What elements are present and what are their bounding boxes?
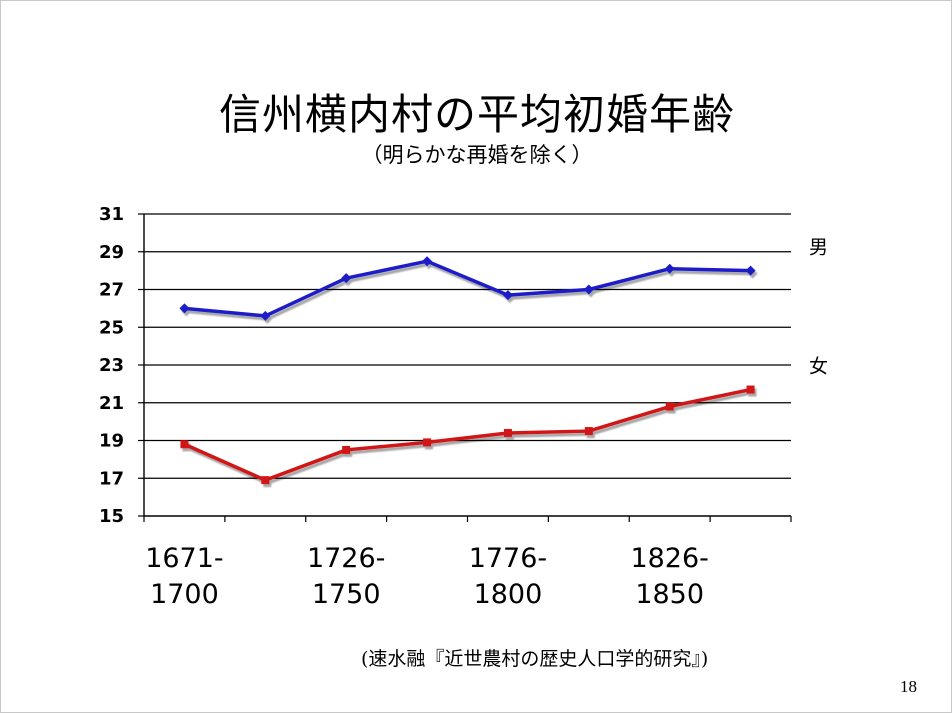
series-group: [179, 256, 756, 485]
x-tick-label: 1826-: [630, 543, 708, 574]
x-tick-label: 1800: [474, 579, 543, 610]
y-tick-label: 19: [99, 431, 124, 452]
data-point-marker: [260, 310, 271, 321]
data-point-marker: [746, 385, 755, 394]
x-tick-label: 1750: [312, 579, 381, 610]
data-point-marker: [745, 265, 756, 276]
y-tick-label: 17: [99, 468, 124, 489]
y-tick-label: 15: [99, 506, 124, 527]
y-tick-labels: 31 29 27 25 23 21 19 17 15: [99, 204, 124, 527]
axes: [138, 213, 792, 522]
data-point-marker: [583, 284, 594, 295]
data-point-marker: [423, 438, 432, 447]
data-point-marker: [584, 427, 593, 436]
y-tick-label: 29: [99, 242, 124, 263]
series-line: [184, 259, 751, 318]
series-label: 男: [809, 237, 828, 259]
y-tick-label: 25: [99, 317, 124, 338]
x-tick-labels: 1671- 1700 1726- 1750 1776- 1800 1826- 1850: [145, 543, 709, 610]
data-point-marker: [261, 476, 270, 485]
slide-title: 信州横内村の平均初婚年齢: [218, 90, 735, 139]
series-labels: 男女: [809, 237, 828, 378]
x-tick-label: 1700: [150, 579, 219, 610]
y-tick-label: 31: [99, 204, 124, 225]
data-point-marker: [422, 256, 433, 267]
page-number: 18: [900, 677, 917, 696]
x-tick-label: 1850: [635, 579, 704, 610]
y-tick-label: 23: [99, 355, 124, 376]
y-tick-label: 27: [99, 280, 124, 301]
data-point-marker: [503, 428, 512, 437]
slide-subtitle: （明らかな再婚を除く）: [361, 143, 593, 167]
gridlines: [144, 213, 791, 479]
x-tick-label: 1776-: [469, 543, 547, 574]
series-label: 女: [809, 356, 828, 378]
data-point-marker: [341, 273, 352, 284]
x-tick-label: 1726-: [307, 543, 385, 574]
source-citation: (速水融『近世農村の歴史人口学的研究』): [361, 648, 709, 670]
series-line: [183, 387, 751, 482]
data-point-marker: [664, 263, 675, 274]
data-point-marker: [342, 445, 351, 454]
data-point-marker: [180, 440, 189, 449]
data-point-marker: [665, 402, 674, 411]
y-tick-label: 21: [99, 393, 124, 414]
data-point-marker: [502, 290, 513, 301]
x-tick-label: 1671-: [145, 543, 223, 574]
data-point-marker: [179, 303, 190, 314]
